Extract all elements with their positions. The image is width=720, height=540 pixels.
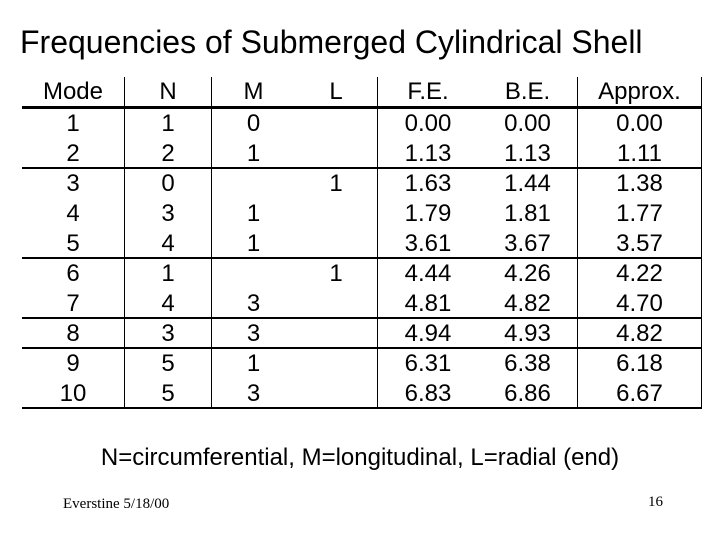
- cell-l: 1: [295, 259, 378, 289]
- cell-be: 4.26: [478, 259, 578, 289]
- cell-fe: 6.31: [404, 350, 452, 377]
- cell-approx: 4.22: [578, 259, 702, 289]
- cell-l: [295, 139, 378, 167]
- cell-n: 1: [125, 259, 212, 289]
- cell-l: [295, 199, 378, 229]
- cell-fe: 3.61: [404, 230, 452, 257]
- header-approx: Approx.: [578, 77, 702, 106]
- cell-be: 3.67: [478, 229, 578, 257]
- cell-n: 0: [125, 169, 212, 199]
- cell-mode: 2: [22, 139, 125, 167]
- page-number: 16: [648, 494, 663, 510]
- cell-n: 3: [125, 319, 212, 347]
- table-row: 10 5 3 6.83 6.86 6.67: [22, 379, 702, 409]
- header-m: M: [243, 78, 264, 105]
- cell-approx: 4.82: [578, 319, 702, 347]
- cell-fe: 4.94: [404, 320, 452, 347]
- cell-be: 1.81: [478, 199, 578, 229]
- cell-l: [295, 379, 378, 407]
- cell-approx: 1.11: [578, 139, 702, 167]
- table-row: 7 4 3 4.81 4.82 4.70: [22, 289, 702, 319]
- cell-n: 1: [125, 109, 212, 139]
- table-row: 2 2 1 1.13 1.13 1.11: [22, 139, 702, 169]
- cell-l: [295, 109, 378, 139]
- cell-fe: 0.00: [404, 110, 452, 137]
- table-row: 3 0 1 1.63 1.44 1.38: [22, 169, 702, 199]
- cell-mode: 8: [22, 319, 125, 347]
- cell-be: 0.00: [478, 109, 578, 139]
- header-be: B.E.: [478, 77, 578, 106]
- cell-m: [212, 169, 295, 199]
- cell-l: 1: [295, 169, 378, 199]
- cell-m: 3: [246, 380, 261, 407]
- cell-be: 6.38: [478, 349, 578, 379]
- table-row: 8 3 3 4.94 4.93 4.82: [22, 319, 702, 349]
- header-l: L: [295, 77, 378, 106]
- cell-mode: 10: [22, 379, 125, 407]
- cell-approx: 3.57: [578, 229, 702, 257]
- cell-fe: 1.79: [404, 200, 452, 227]
- cell-mode: 9: [22, 349, 125, 379]
- cell-m: 1: [246, 140, 261, 167]
- cell-mode: 6: [22, 259, 125, 289]
- cell-n: 4: [125, 289, 212, 317]
- table-row: 5 4 1 3.61 3.67 3.57: [22, 229, 702, 259]
- cell-mode: 1: [22, 109, 125, 139]
- header-n: N: [125, 77, 212, 106]
- table-row: 6 1 1 4.44 4.26 4.22: [22, 259, 702, 289]
- cell-approx: 0.00: [578, 109, 702, 139]
- cell-n: 3: [125, 199, 212, 229]
- cell-fe: 6.83: [404, 380, 452, 407]
- cell-m: 3: [246, 320, 261, 347]
- cell-n: 4: [125, 229, 212, 257]
- cell-l: [295, 349, 378, 379]
- cell-m: 1: [246, 230, 261, 257]
- header-mode: Mode: [22, 77, 125, 106]
- cell-n: 5: [125, 379, 212, 407]
- cell-be: 6.86: [478, 379, 578, 407]
- footer-author-date: Everstine 5/18/00: [63, 496, 170, 512]
- cell-l: [295, 289, 378, 317]
- cell-approx: 1.77: [578, 199, 702, 229]
- cell-m: 3: [246, 290, 261, 317]
- cell-m: [212, 259, 295, 289]
- cell-m: 1: [246, 200, 261, 227]
- cell-n: 2: [125, 139, 212, 167]
- cell-m: 0: [246, 110, 261, 137]
- cell-l: [295, 229, 378, 257]
- cell-be: 1.13: [478, 139, 578, 167]
- legend-footnote: N=circumferential, M=longitudinal, L=rad…: [100, 444, 620, 471]
- cell-approx: 6.67: [578, 379, 702, 407]
- table-header-row: Mode N M L F.E. B.E. Approx.: [22, 77, 702, 109]
- table-row: 1 1 0 0.00 0.00 0.00: [22, 109, 702, 139]
- cell-mode: 4: [22, 199, 125, 229]
- cell-approx: 6.18: [578, 349, 702, 379]
- slide-title: Frequencies of Submerged Cylindrical She…: [20, 24, 643, 60]
- cell-fe: 1.63: [404, 170, 452, 197]
- cell-fe: 4.44: [404, 260, 452, 287]
- cell-n: 5: [125, 349, 212, 379]
- cell-mode: 5: [22, 229, 125, 257]
- cell-be: 4.82: [478, 289, 578, 317]
- header-fe: F.E.: [407, 78, 449, 105]
- cell-mode: 7: [22, 289, 125, 317]
- table-row: 4 3 1 1.79 1.81 1.77: [22, 199, 702, 229]
- frequencies-table: Mode N M L F.E. B.E. Approx. 1 1 0 0.00 …: [22, 77, 702, 409]
- cell-approx: 4.70: [578, 289, 702, 317]
- cell-fe: 1.13: [404, 140, 452, 167]
- cell-mode: 3: [22, 169, 125, 199]
- cell-l: [295, 319, 378, 347]
- cell-be: 4.93: [478, 319, 578, 347]
- table-row: 9 5 1 6.31 6.38 6.18: [22, 349, 702, 379]
- cell-be: 1.44: [478, 169, 578, 199]
- cell-m: 1: [246, 350, 261, 377]
- cell-approx: 1.38: [578, 169, 702, 199]
- cell-fe: 4.81: [404, 290, 452, 317]
